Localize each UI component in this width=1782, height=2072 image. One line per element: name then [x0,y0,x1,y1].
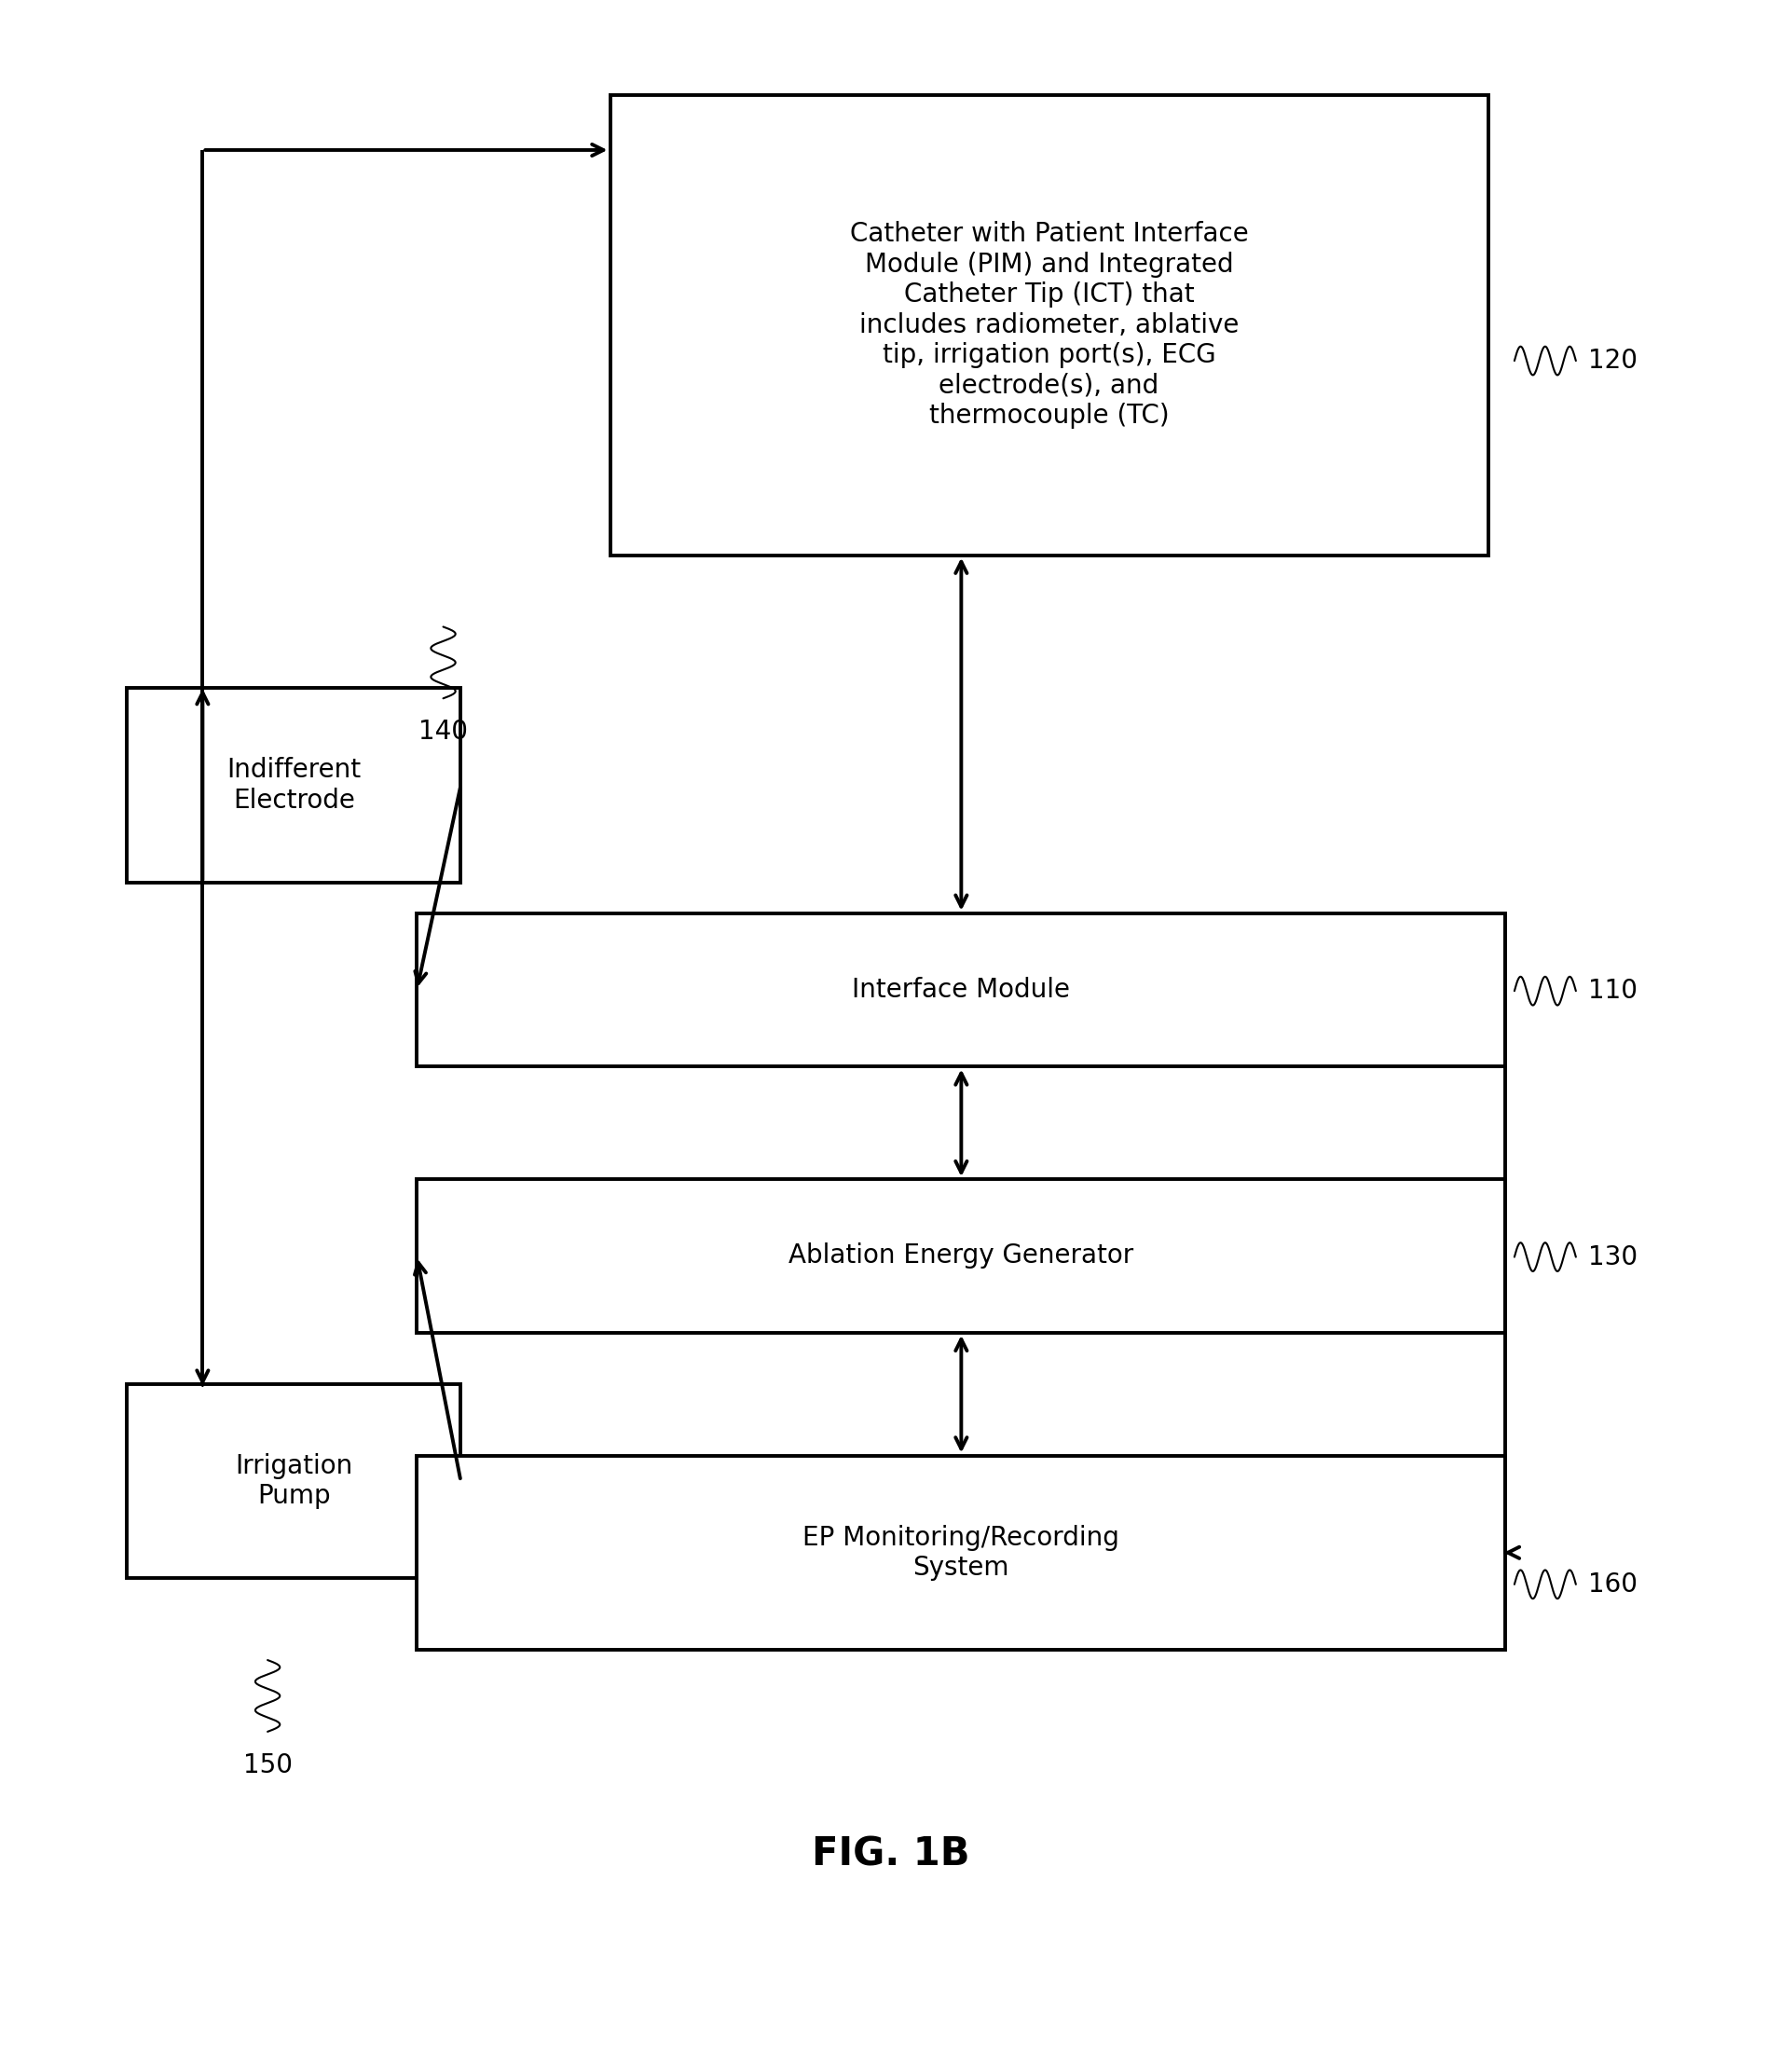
Text: 150: 150 [242,1753,292,1778]
FancyArrowPatch shape [205,145,604,155]
FancyArrowPatch shape [415,787,460,984]
Text: EP Monitoring/Recording
System: EP Monitoring/Recording System [804,1525,1119,1581]
FancyBboxPatch shape [609,95,1488,555]
Text: 110: 110 [1588,978,1638,1005]
FancyArrowPatch shape [955,1073,968,1173]
Text: Catheter with Patient Interface
Module (PIM) and Integrated
Catheter Tip (ICT) t: Catheter with Patient Interface Module (… [850,222,1249,429]
Text: Indifferent
Electrode: Indifferent Electrode [226,756,362,814]
Text: 130: 130 [1588,1243,1638,1270]
FancyBboxPatch shape [417,1179,1506,1332]
Text: 140: 140 [419,719,469,746]
FancyArrowPatch shape [1506,1548,1520,1558]
Text: 160: 160 [1588,1571,1638,1598]
FancyBboxPatch shape [417,914,1506,1067]
FancyArrowPatch shape [955,1339,968,1448]
Text: FIG. 1B: FIG. 1B [813,1836,969,1873]
FancyBboxPatch shape [127,688,462,883]
FancyBboxPatch shape [417,1455,1506,1649]
Text: 120: 120 [1588,348,1638,373]
FancyArrowPatch shape [415,1262,460,1479]
Text: Interface Module: Interface Module [852,976,1071,1003]
FancyArrowPatch shape [955,562,968,908]
Text: Irrigation
Pump: Irrigation Pump [235,1452,353,1508]
FancyBboxPatch shape [127,1384,462,1579]
FancyArrowPatch shape [196,692,208,881]
FancyArrowPatch shape [196,1370,208,1384]
Text: Ablation Energy Generator: Ablation Energy Generator [789,1243,1133,1268]
